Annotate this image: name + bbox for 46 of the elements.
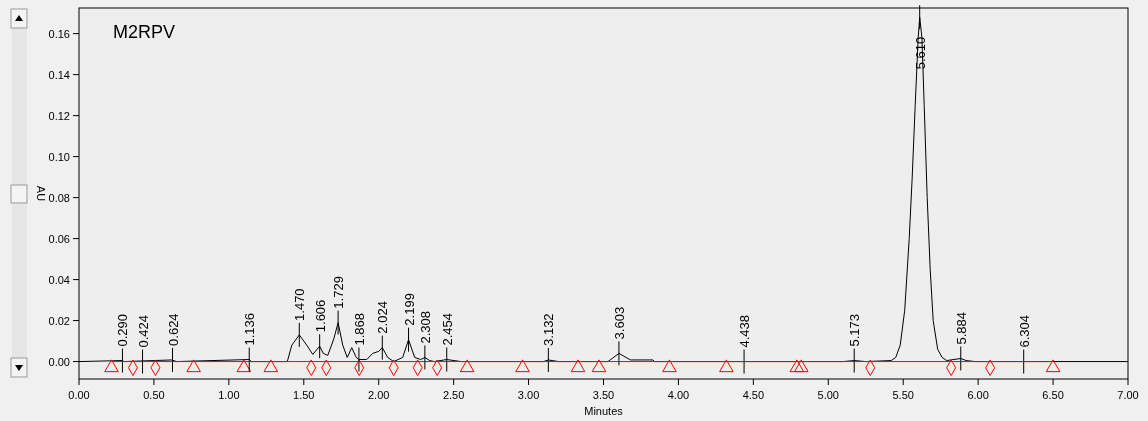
x-tick-label: 3.50 xyxy=(592,389,615,401)
x-tick-label: 6.50 xyxy=(1042,389,1064,401)
y-tick-label: 0.12 xyxy=(48,109,70,122)
y-tick-label: 0.04 xyxy=(48,273,70,286)
y-tick-label: 0.06 xyxy=(48,232,70,245)
annotation: 0.290 xyxy=(115,314,131,347)
y-tick-label: 0.02 xyxy=(48,314,70,327)
y-tick-label: 0.08 xyxy=(48,191,70,204)
annotation: 3.132 xyxy=(541,313,557,346)
annotation: 5.610 xyxy=(912,36,928,70)
annotation: 4.438 xyxy=(737,315,753,348)
annotation: 1.470 xyxy=(292,288,308,321)
y-tick-label: 0.14 xyxy=(48,68,70,81)
x-tick-label: 0.00 xyxy=(68,389,90,401)
annotation: 3.603 xyxy=(611,306,627,340)
y-tick-label: 0.10 xyxy=(48,150,70,163)
annotation: 2.024 xyxy=(375,301,391,334)
x-tick-label: 7.00 xyxy=(1117,389,1139,401)
x-tick-label: 3.00 xyxy=(517,389,540,401)
annotation: 2.199 xyxy=(401,293,417,326)
annotation: 1.606 xyxy=(312,299,328,333)
annotation: 5.884 xyxy=(953,311,969,345)
x-tick-label: 5.50 xyxy=(892,389,914,401)
annotation: 0.424 xyxy=(135,315,151,348)
x-tick-label: 1.00 xyxy=(218,389,240,401)
annotation: 2.308 xyxy=(417,310,433,344)
x-axis-title: Minutes xyxy=(584,405,624,417)
annotation: 1.729 xyxy=(331,276,347,309)
annotation: 6.304 xyxy=(1016,315,1032,348)
x-tick-label: 4.50 xyxy=(742,389,765,401)
annotation: 0.624 xyxy=(165,313,181,346)
y-tick-label: 0.00 xyxy=(48,355,70,368)
x-tick-label: 2.50 xyxy=(442,389,465,401)
x-tick-label: 0.50 xyxy=(143,389,165,401)
annotation: 5.173 xyxy=(847,314,863,347)
x-tick-label: 5.00 xyxy=(817,389,839,401)
annotation: 1.136 xyxy=(242,312,258,346)
text: M2RPV xyxy=(113,22,176,42)
y-tick-label: 0.16 xyxy=(48,27,70,40)
x-tick-label: 4.00 xyxy=(667,389,690,401)
x-tick-label: 2.00 xyxy=(368,389,390,401)
x-tick-label: 1.50 xyxy=(293,389,315,401)
annotation: 1.868 xyxy=(351,312,367,346)
y-axis-title: AU xyxy=(35,185,47,202)
x-tick-label: 6.00 xyxy=(967,389,989,401)
annotation: 2.454 xyxy=(439,312,455,346)
